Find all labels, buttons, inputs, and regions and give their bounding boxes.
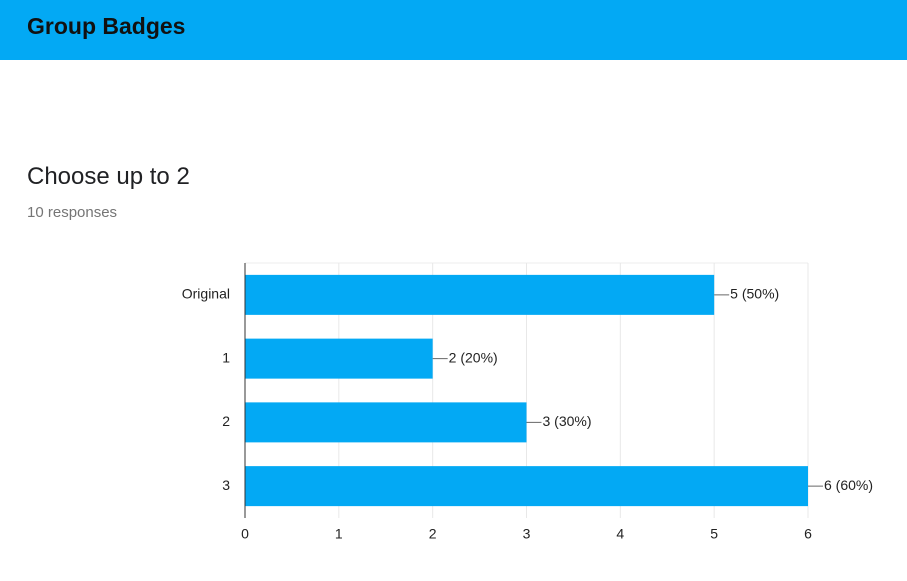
header-title: Group Badges <box>27 13 186 39</box>
value-label: 2 (20%) <box>449 349 498 365</box>
x-tick-label: 1 <box>335 526 343 542</box>
response-count: 10 responses <box>27 204 118 221</box>
x-tick-label: 2 <box>429 526 437 542</box>
x-tick-label: 4 <box>616 526 624 542</box>
bar <box>245 402 527 443</box>
value-label: 5 (50%) <box>730 286 779 302</box>
y-tick-label: 1 <box>222 349 230 365</box>
x-tick-label: 6 <box>804 526 812 542</box>
x-tick-label: 0 <box>241 526 249 542</box>
bar <box>245 466 808 507</box>
value-label: 6 (60%) <box>824 477 873 493</box>
y-tick-label: Original <box>182 286 230 302</box>
bar <box>245 338 433 379</box>
y-tick-label: 2 <box>222 413 230 429</box>
value-label: 3 (30%) <box>543 413 592 429</box>
x-tick-label: 5 <box>710 526 718 542</box>
x-tick-label: 3 <box>523 526 531 542</box>
bar <box>245 274 715 315</box>
header-bar: Group Badges <box>0 0 907 60</box>
y-tick-label: 3 <box>222 477 230 493</box>
question-title: Choose up to 2 <box>27 163 190 190</box>
